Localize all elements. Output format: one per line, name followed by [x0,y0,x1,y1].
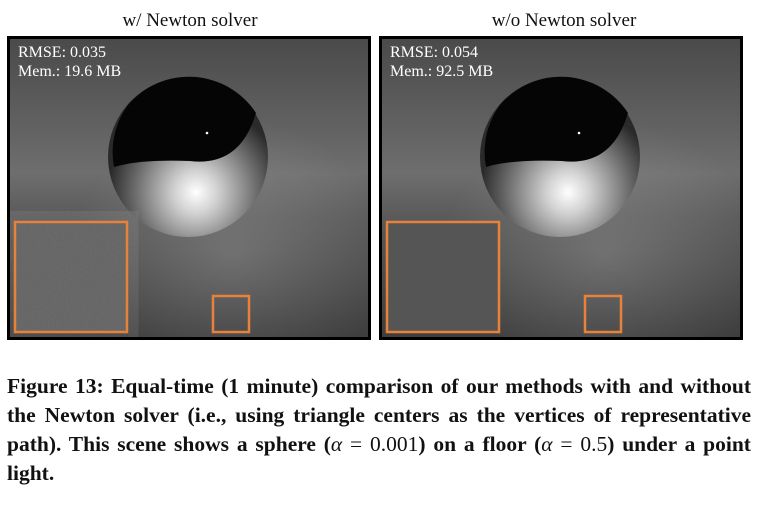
rmse-label: RMSE: 0.054 [390,44,479,61]
point-light-reflection [205,131,209,135]
memory-label: Mem.: 19.6 MB [18,63,122,80]
render-image-with-newton [10,39,368,337]
panel-title-without-newton: w/o Newton solver [491,10,637,31]
stats-overlay: RMSE: 0.054 Mem.: 92.5 MB [390,43,493,81]
zoom-region-marker [211,294,251,334]
caption-text-2: ) on a floor ( [418,432,542,456]
equals-sign-2: = [552,432,581,456]
render-panel-with-newton: RMSE: 0.035 Mem.: 19.6 MB [7,36,371,340]
stats-overlay: RMSE: 0.035 Mem.: 19.6 MB [18,43,121,81]
memory-label: Mem.: 92.5 MB [390,63,494,80]
point-light-reflection [577,131,581,135]
alpha-symbol-2: α [541,432,553,456]
zoom-region-marker [583,294,623,334]
rmse-label: RMSE: 0.035 [18,44,107,61]
figure-caption: Figure 13: Equal-time (1 minute) compari… [7,372,751,488]
figure-label: Figure 13: [7,374,104,398]
render-image-without-newton [382,39,740,337]
alpha-symbol-1: α [330,432,343,456]
equals-sign-1: = [342,432,370,456]
zoom-inset-large [385,220,501,334]
zoom-inset-large [13,220,129,334]
alpha-value-floor: 0.5 [580,432,608,456]
caption-text-1: Equal-time (1 minute) comparison of our … [7,374,752,456]
caption-text-3: ) under a point light. [7,432,751,485]
panel-title-with-newton: w/ Newton solver [122,10,258,31]
render-panel-without-newton: RMSE: 0.054 Mem.: 92.5 MB [379,36,743,340]
alpha-value-sphere: 0.001 [370,432,419,456]
